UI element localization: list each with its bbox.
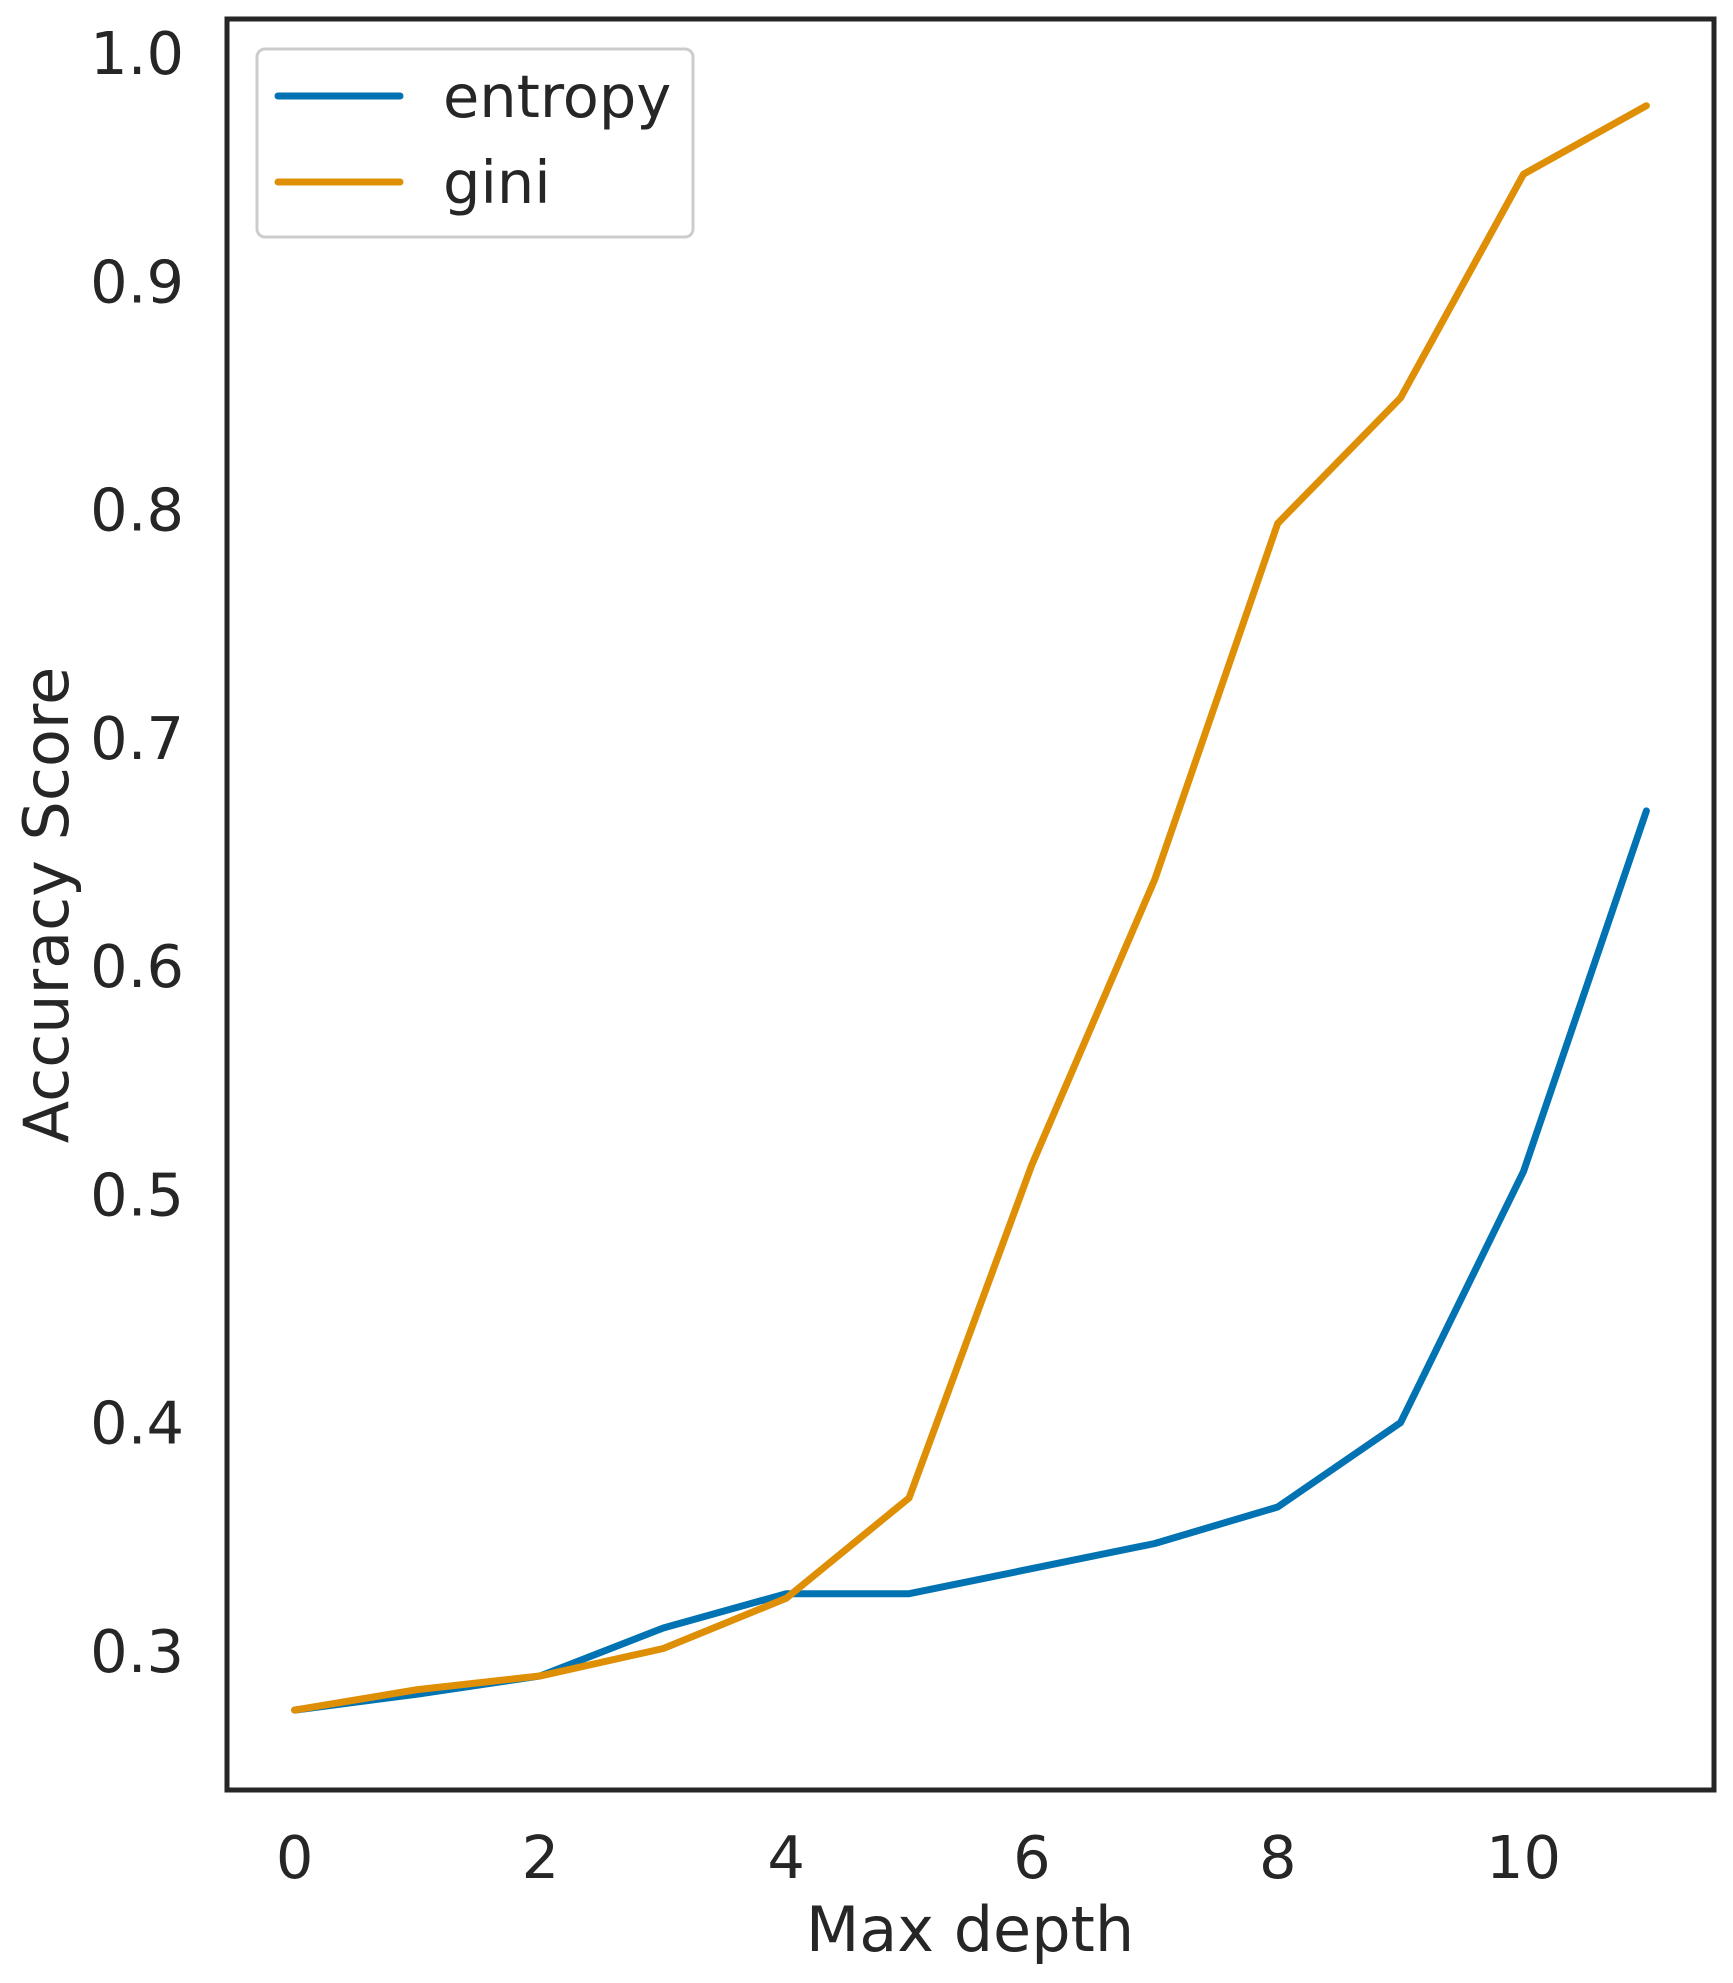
series-line-gini <box>291 102 1650 1714</box>
x-tick-label: 10 <box>1486 1823 1561 1892</box>
y-tick-labels: 0.3 0.4 0.5 0.6 0.7 0.8 0.9 1.0 <box>90 19 184 1686</box>
x-tick-label: 6 <box>1013 1823 1051 1892</box>
y-tick-label: 0.7 <box>90 704 184 773</box>
y-axis-label: Accuracy Score <box>10 667 83 1143</box>
plot-frame <box>224 16 1717 1793</box>
y-tick-label: 0.8 <box>90 476 184 545</box>
y-tick-label: 1.0 <box>90 19 184 88</box>
y-tick-label: 0.5 <box>90 1160 184 1229</box>
legend-gini-label: gini <box>443 148 551 217</box>
x-tick-label: 2 <box>522 1823 560 1892</box>
x-tick-labels: 0 2 4 6 8 10 <box>276 1823 1561 1892</box>
x-tick-label: 4 <box>767 1823 805 1892</box>
legend: entropy gini <box>255 47 695 239</box>
y-tick-label: 0.4 <box>90 1389 184 1458</box>
series-layer <box>291 102 1650 1714</box>
legend-entropy-label: entropy <box>443 62 671 131</box>
y-tick-label: 0.9 <box>90 247 184 316</box>
x-tick-label: 8 <box>1259 1823 1297 1892</box>
y-tick-label: 0.6 <box>90 932 184 1001</box>
x-tick-label: 0 <box>276 1823 314 1892</box>
y-tick-label: 0.3 <box>90 1617 184 1686</box>
x-axis-label: Max depth <box>806 1893 1134 1966</box>
